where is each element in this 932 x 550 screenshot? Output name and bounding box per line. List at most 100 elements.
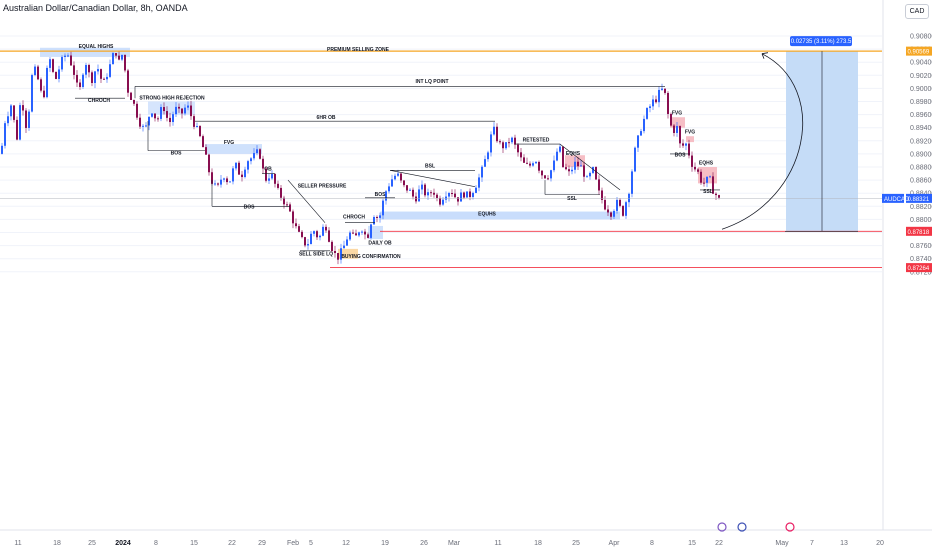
- candle-body: [466, 191, 468, 198]
- candle-body: [235, 162, 237, 169]
- candle: [451, 189, 453, 197]
- candle: [409, 188, 411, 191]
- candle-body: [604, 199, 606, 210]
- candle-body: [82, 74, 84, 88]
- candle-body: [382, 200, 384, 216]
- candle: [361, 230, 363, 235]
- candle: [589, 171, 591, 180]
- x-tick-label: 7: [810, 540, 814, 547]
- candle: [64, 53, 66, 62]
- candle: [490, 131, 492, 157]
- candle-body: [256, 149, 258, 154]
- candle-body: [586, 176, 588, 178]
- candle-body: [397, 173, 399, 176]
- annotation-label: SSL: [703, 189, 713, 195]
- annotation-label: FVG: [685, 130, 695, 136]
- candle-body: [133, 99, 135, 104]
- candle-body: [28, 111, 30, 128]
- candle-body: [424, 184, 426, 196]
- candle-body: [259, 149, 261, 159]
- candle: [91, 70, 93, 87]
- candle: [598, 175, 600, 195]
- candle-body: [514, 137, 516, 145]
- candle: [277, 180, 279, 190]
- candle-body: [166, 111, 168, 118]
- candle-body: [307, 244, 309, 246]
- candle-body: [214, 183, 216, 185]
- candle-body: [685, 143, 687, 146]
- candle: [682, 139, 684, 148]
- candle: [40, 77, 42, 93]
- annotation-label: CHROCH: [343, 215, 365, 221]
- annotation-label: BOS: [375, 192, 387, 198]
- candle: [148, 116, 150, 131]
- candle: [226, 176, 228, 185]
- candle-body: [106, 76, 108, 80]
- candle-body: [661, 88, 663, 90]
- candle-body: [298, 226, 300, 232]
- candle-body: [58, 69, 60, 79]
- candle-body: [328, 230, 330, 242]
- event-icon: [737, 522, 747, 532]
- candle-body: [226, 178, 228, 183]
- candle: [478, 173, 480, 192]
- candle-body: [598, 179, 600, 191]
- x-tick-label: 8: [650, 540, 654, 547]
- candle-body: [373, 216, 375, 225]
- candle: [373, 215, 375, 225]
- annotation-label: SELL SIDE LQ: [299, 251, 333, 257]
- candle-body: [118, 55, 120, 60]
- candle-body: [43, 90, 45, 98]
- candle-body: [613, 210, 615, 217]
- currency-selector[interactable]: CAD: [905, 4, 929, 19]
- candle: [400, 172, 402, 183]
- candle-body: [172, 114, 174, 123]
- candle: [106, 73, 108, 83]
- candle: [52, 58, 54, 74]
- candle-body: [643, 118, 645, 132]
- candle-body: [112, 53, 114, 65]
- candle-body: [637, 135, 639, 148]
- candle-body: [310, 233, 312, 245]
- candle-body: [625, 202, 627, 216]
- price-badge-red: 0.87264: [906, 263, 932, 273]
- candle-body: [706, 176, 708, 183]
- candle-body: [445, 196, 447, 200]
- candle-body: [244, 169, 246, 178]
- candle: [163, 102, 165, 115]
- candle-body: [184, 107, 186, 114]
- candle-body: [700, 171, 702, 183]
- candle: [322, 224, 324, 237]
- candle: [46, 65, 48, 99]
- candle-body: [619, 199, 621, 206]
- candle-body: [193, 116, 195, 127]
- candle: [463, 191, 465, 200]
- candle-body: [115, 53, 117, 56]
- candle-body: [664, 88, 666, 93]
- candle: [10, 103, 12, 121]
- candle-body: [559, 146, 561, 152]
- candle-body: [526, 162, 528, 164]
- candle-body: [52, 59, 54, 72]
- candle: [121, 54, 123, 62]
- x-tick-label: 2024: [115, 540, 131, 547]
- candle-body: [475, 187, 477, 193]
- candle-body: [709, 176, 711, 178]
- candle-body: [274, 173, 276, 184]
- position-badge: 0.02735 (3.11%) 273.5: [790, 36, 852, 47]
- candle-body: [286, 204, 288, 206]
- x-tick-label: 12: [342, 540, 350, 547]
- candle-body: [4, 123, 6, 146]
- price-badge-bg: [906, 193, 932, 203]
- x-tick-label: Feb: [287, 540, 299, 547]
- candle: [202, 134, 204, 148]
- candle-body: [217, 183, 219, 185]
- candle-body: [658, 89, 660, 103]
- candle-body: [433, 192, 435, 195]
- candle-body: [394, 175, 396, 180]
